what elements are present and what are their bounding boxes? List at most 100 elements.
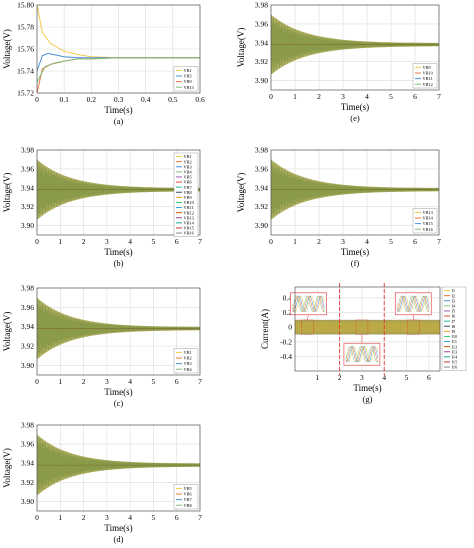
- x-axis-label: Time(s): [104, 105, 132, 115]
- legend-label: VB4: [184, 169, 193, 174]
- x-tick-label: 6: [413, 92, 417, 101]
- legend-label: VB5: [184, 74, 192, 79]
- legend-label: VB13: [423, 210, 433, 215]
- y-tick-label: 15.78: [17, 23, 34, 32]
- y-axis-label: Voltage(V): [236, 28, 246, 68]
- y-tick-label: 3.92: [21, 202, 34, 211]
- x-tick-label: 0: [35, 377, 39, 386]
- x-tick-label: 6: [175, 377, 179, 386]
- x-tick-label: 1: [58, 377, 62, 386]
- x-tick-label: 0: [35, 237, 39, 246]
- legend-label: VB16: [184, 231, 195, 236]
- x-tick-label: 1: [315, 373, 319, 382]
- x-axis-label: Time(s): [341, 247, 369, 257]
- y-tick-label: 3.98: [255, 1, 268, 10]
- legend-label: I14: [452, 354, 459, 359]
- legend-label: VB15: [184, 226, 194, 231]
- x-tick-label: 3: [105, 513, 109, 522]
- y-tick-label: 3.92: [21, 478, 34, 487]
- legend-label: VB1: [184, 350, 192, 355]
- legend-label: I10: [452, 334, 458, 339]
- legend-label: I13: [452, 349, 458, 354]
- x-tick-label: 0.6: [195, 95, 205, 104]
- y-tick-label: 3.96: [21, 164, 34, 173]
- inset-waveform: [292, 295, 325, 313]
- x-tick-label: 1: [58, 513, 62, 522]
- legend-label: VB12: [184, 210, 194, 215]
- inset-waveform: [292, 295, 325, 313]
- x-tick-label: 5: [152, 513, 156, 522]
- y-tick-label: 3.94: [21, 322, 34, 331]
- x-axis-label: Time(s): [341, 102, 369, 112]
- x-tick-label: 7: [437, 92, 441, 101]
- y-tick-label: -0.4: [280, 352, 292, 361]
- zoom-connector: [307, 314, 309, 320]
- plot-content: [295, 319, 440, 335]
- x-tick-label: 2: [338, 373, 342, 382]
- panel-f: 0 1 2 3 4 5 6 7 3.90 3.92 3.94 3.96 3.98 VB13VB14VB15…: [236, 146, 441, 269]
- x-tick-label: 3: [105, 237, 109, 246]
- y-tick-label: 3.98: [255, 146, 268, 155]
- y-tick-label: 3.92: [255, 57, 268, 66]
- legend-label: VB1: [184, 154, 192, 159]
- x-tick-label: 7: [437, 237, 441, 246]
- inset-waveform: [345, 345, 379, 363]
- axes-frame: [270, 149, 440, 236]
- legend-label: VB14: [423, 216, 434, 221]
- x-tick-label: 2: [82, 377, 86, 386]
- panel-caption: (c): [114, 398, 124, 408]
- legend-label: VB16: [423, 227, 434, 232]
- legend-label: VB2: [184, 356, 192, 361]
- legend-label: I12: [452, 344, 458, 349]
- x-tick-label: 4: [128, 377, 132, 386]
- y-tick-label: -0.2: [280, 337, 292, 346]
- panel-caption: (b): [114, 258, 124, 268]
- x-tick-label: 6: [175, 237, 179, 246]
- legend-label: VB12: [423, 82, 433, 87]
- y-tick-label: 15.76: [17, 45, 34, 54]
- x-tick-label: 0.4: [141, 95, 151, 104]
- legend-label: VB8: [184, 503, 192, 508]
- legend-label: VB2: [184, 159, 192, 164]
- y-tick-label: 3.90: [255, 76, 268, 85]
- plot-content: [37, 159, 200, 220]
- y-tick-label: 3.98: [21, 421, 34, 430]
- x-axis-label: Time(s): [104, 387, 132, 397]
- panel-d: 0 1 2 3 4 5 6 7 3.90 3.92 3.94 3.96 3.98 VB5VB6VB7VB8…: [2, 421, 202, 545]
- legend-label: VB9: [184, 79, 192, 84]
- legend-label: I4: [452, 303, 456, 308]
- y-tick-label: 3.98: [21, 284, 34, 293]
- legend-label: I6: [452, 314, 456, 319]
- x-tick-label: 0.5: [168, 95, 178, 104]
- y-axis-label: Voltage(V): [236, 173, 246, 213]
- plot-content: [37, 5, 200, 93]
- x-axis-label: Time(s): [353, 383, 381, 393]
- legend-label: VB11: [184, 205, 194, 210]
- x-axis-label: Time(s): [104, 523, 132, 533]
- x-tick-label: 3: [341, 237, 345, 246]
- x-tick-label: 6: [413, 237, 417, 246]
- axes-frame: [270, 4, 440, 91]
- legend-label: VB10: [184, 200, 194, 205]
- x-tick-label: 0: [35, 513, 39, 522]
- y-tick-label: 3.94: [255, 183, 268, 192]
- x-tick-label: 5: [152, 377, 156, 386]
- legend-label: VB6: [184, 180, 193, 185]
- plot-content: [271, 159, 439, 220]
- x-tick-label: 3: [360, 373, 364, 382]
- y-tick-label: 3.90: [21, 361, 34, 370]
- x-tick-label: 4: [365, 237, 369, 246]
- y-tick-label: 3.92: [255, 202, 268, 211]
- legend-label: I7: [452, 319, 456, 324]
- y-tick-label: 3.96: [255, 164, 268, 173]
- x-tick-label: 5: [405, 373, 409, 382]
- x-tick-label: 7: [198, 513, 202, 522]
- legend-label: VB7: [184, 185, 193, 190]
- y-axis-label: Voltage(V): [2, 29, 12, 69]
- y-tick-label: 3.94: [21, 183, 34, 192]
- x-tick-label: 1: [293, 92, 297, 101]
- x-tick-label: 6: [175, 513, 179, 522]
- plot-content: [37, 434, 200, 496]
- oscillation-trace: [271, 15, 439, 74]
- y-axis-label: Voltage(V): [2, 448, 12, 488]
